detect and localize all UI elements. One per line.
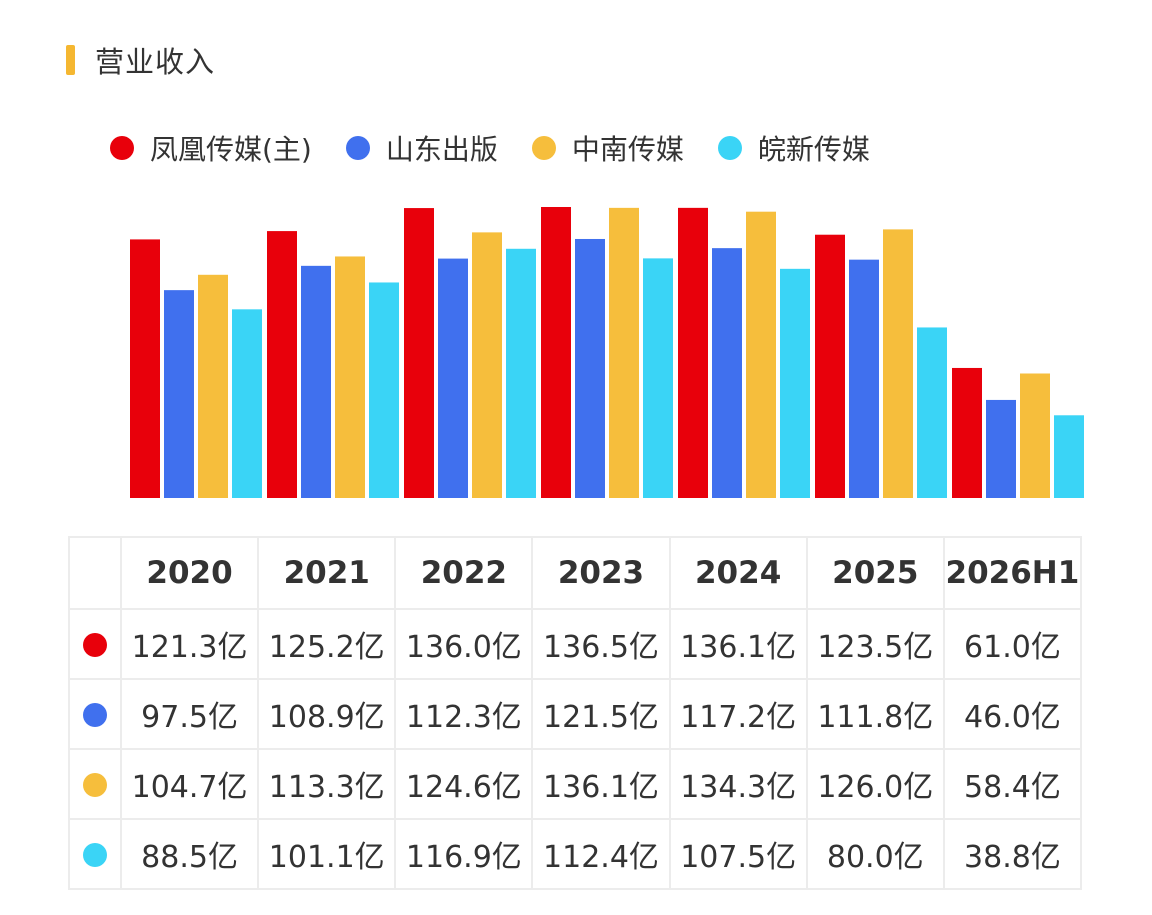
bar-zhongnan-2024 [746, 211, 776, 498]
legend-item-wanxin: 皖新传媒 [717, 128, 870, 168]
table-cell: 112.3亿 [394, 678, 534, 750]
legend-marker-wanxin [717, 136, 742, 160]
bar-phoenix-2023 [541, 207, 571, 498]
table-row: 97.5亿 108.9亿 112.3亿 121.5亿 117.2亿 111.8亿… [68, 678, 1083, 750]
legend-label-zhongnan: 中南传媒 [571, 133, 684, 166]
row-color-key [68, 748, 122, 820]
bar-shandong-2021 [301, 265, 331, 498]
table-cell: 80.0亿 [805, 818, 945, 890]
legend-marker-phoenix [110, 136, 134, 160]
bar-shandong-2024 [712, 248, 742, 498]
table-cell: 136.5亿 [531, 608, 671, 680]
legend-marker-shandong [345, 136, 370, 160]
table-cell: 111.8亿 [805, 678, 945, 750]
bar-wanxin-2021 [369, 282, 399, 498]
table-cell: 117.2亿 [668, 678, 808, 750]
legend: 凤凰传媒(主) 山东出版 中南传媒 皖新传媒 [110, 128, 904, 168]
table-cell: 108.9亿 [257, 678, 397, 750]
row-marker-zhongnan [83, 773, 107, 797]
bar-zhongnan-2025 [883, 229, 913, 498]
bar-shandong-2020 [164, 290, 194, 498]
table-header-cell: 2026H1 [942, 536, 1083, 610]
legend-item-phoenix: 凤凰传媒(主) [110, 128, 312, 168]
table-header-cell: 2025 [805, 536, 945, 610]
legend-label-wanxin: 皖新传媒 [757, 133, 870, 166]
bar-zhongnan-2023 [609, 207, 639, 498]
bar-chart [130, 207, 1084, 499]
bar-wanxin-2023 [643, 258, 673, 498]
table-cell: 121.3亿 [119, 608, 260, 680]
table-cell: 116.9亿 [394, 818, 534, 890]
table-cell: 38.8亿 [942, 818, 1083, 890]
bar-phoenix-2024 [678, 207, 708, 498]
table-row: 88.5亿 101.1亿 116.9亿 112.4亿 107.5亿 80.0亿 … [68, 818, 1083, 890]
bar-wanxin-2022 [506, 248, 536, 498]
table-cell: 107.5亿 [668, 818, 808, 890]
table-cell: 46.0亿 [942, 678, 1083, 750]
bar-phoenix-2020 [130, 239, 160, 498]
table-header-cell: 2022 [394, 536, 534, 610]
legend-item-zhongnan: 中南传媒 [531, 128, 684, 168]
bar-shandong-2023 [575, 238, 605, 498]
bar-zhongnan-2022 [472, 232, 502, 498]
table-header-row: 2020 2021 2022 2023 2024 2025 2026H1 [68, 536, 1083, 610]
row-marker-phoenix [83, 633, 107, 657]
table-cell: 97.5亿 [119, 678, 260, 750]
table-cell: 113.3亿 [257, 748, 397, 820]
table-cell: 101.1亿 [257, 818, 397, 890]
table-cell: 136.1亿 [531, 748, 671, 820]
bar-shandong-2026H1 [986, 399, 1016, 498]
bar-wanxin-2020 [232, 309, 262, 498]
table-header-cell: 2020 [119, 536, 260, 610]
bar-phoenix-2021 [267, 231, 297, 499]
table-cell: 136.1亿 [668, 608, 808, 680]
bar-shandong-2022 [438, 258, 468, 498]
table-corner-cell [68, 536, 122, 610]
table-cell: 134.3亿 [668, 748, 808, 820]
chart-title-block: 营业收入 [66, 43, 215, 79]
bar-zhongnan-2021 [335, 256, 365, 498]
table-cell: 123.5亿 [805, 608, 945, 680]
table-cell: 126.0亿 [805, 748, 945, 820]
row-color-key [68, 818, 122, 890]
bar-wanxin-2024 [780, 268, 810, 498]
table-cell: 112.4亿 [531, 818, 671, 890]
table-cell: 121.5亿 [531, 678, 671, 750]
row-marker-shandong [83, 703, 107, 727]
table-cell: 88.5亿 [119, 818, 260, 890]
bar-zhongnan-2026H1 [1020, 373, 1050, 498]
table-cell: 61.0亿 [942, 608, 1083, 680]
title-accent-bar [66, 45, 75, 75]
bar-phoenix-2026H1 [952, 367, 982, 498]
table-cell: 125.2亿 [257, 608, 397, 680]
table-header-cell: 2024 [668, 536, 808, 610]
bar-wanxin-2025 [917, 327, 947, 498]
table-cell: 104.7亿 [119, 748, 260, 820]
chart-title: 营业收入 [95, 45, 216, 79]
table-row: 121.3亿 125.2亿 136.0亿 136.5亿 136.1亿 123.5… [68, 608, 1083, 680]
bar-wanxin-2026H1 [1054, 415, 1084, 498]
bar-phoenix-2022 [404, 208, 434, 499]
table-cell: 136.0亿 [394, 608, 534, 680]
table-header-cell: 2021 [257, 536, 397, 610]
legend-marker-zhongnan [531, 136, 556, 160]
bar-shandong-2025 [849, 259, 879, 498]
bar-zhongnan-2020 [198, 274, 228, 498]
data-table: 2020 2021 2022 2023 2024 2025 2026H1 121… [68, 536, 1083, 890]
table-cell: 58.4亿 [942, 748, 1083, 820]
table-cell: 124.6亿 [394, 748, 534, 820]
row-color-key [68, 608, 122, 680]
row-marker-wanxin [83, 843, 107, 867]
legend-item-shandong: 山东出版 [345, 128, 498, 168]
legend-label-shandong: 山东出版 [385, 133, 498, 166]
row-color-key [68, 678, 122, 750]
legend-label-phoenix: 凤凰传媒(主) [150, 133, 312, 166]
table-row: 104.7亿 113.3亿 124.6亿 136.1亿 134.3亿 126.0… [68, 748, 1083, 820]
table-header-cell: 2023 [531, 536, 671, 610]
bar-phoenix-2025 [815, 234, 845, 498]
